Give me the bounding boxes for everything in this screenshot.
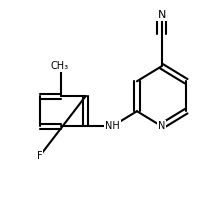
Text: CH₃: CH₃: [51, 61, 69, 71]
Text: NH: NH: [105, 121, 120, 131]
Text: N: N: [157, 10, 166, 20]
Text: F: F: [37, 151, 42, 161]
Text: N: N: [158, 121, 165, 131]
